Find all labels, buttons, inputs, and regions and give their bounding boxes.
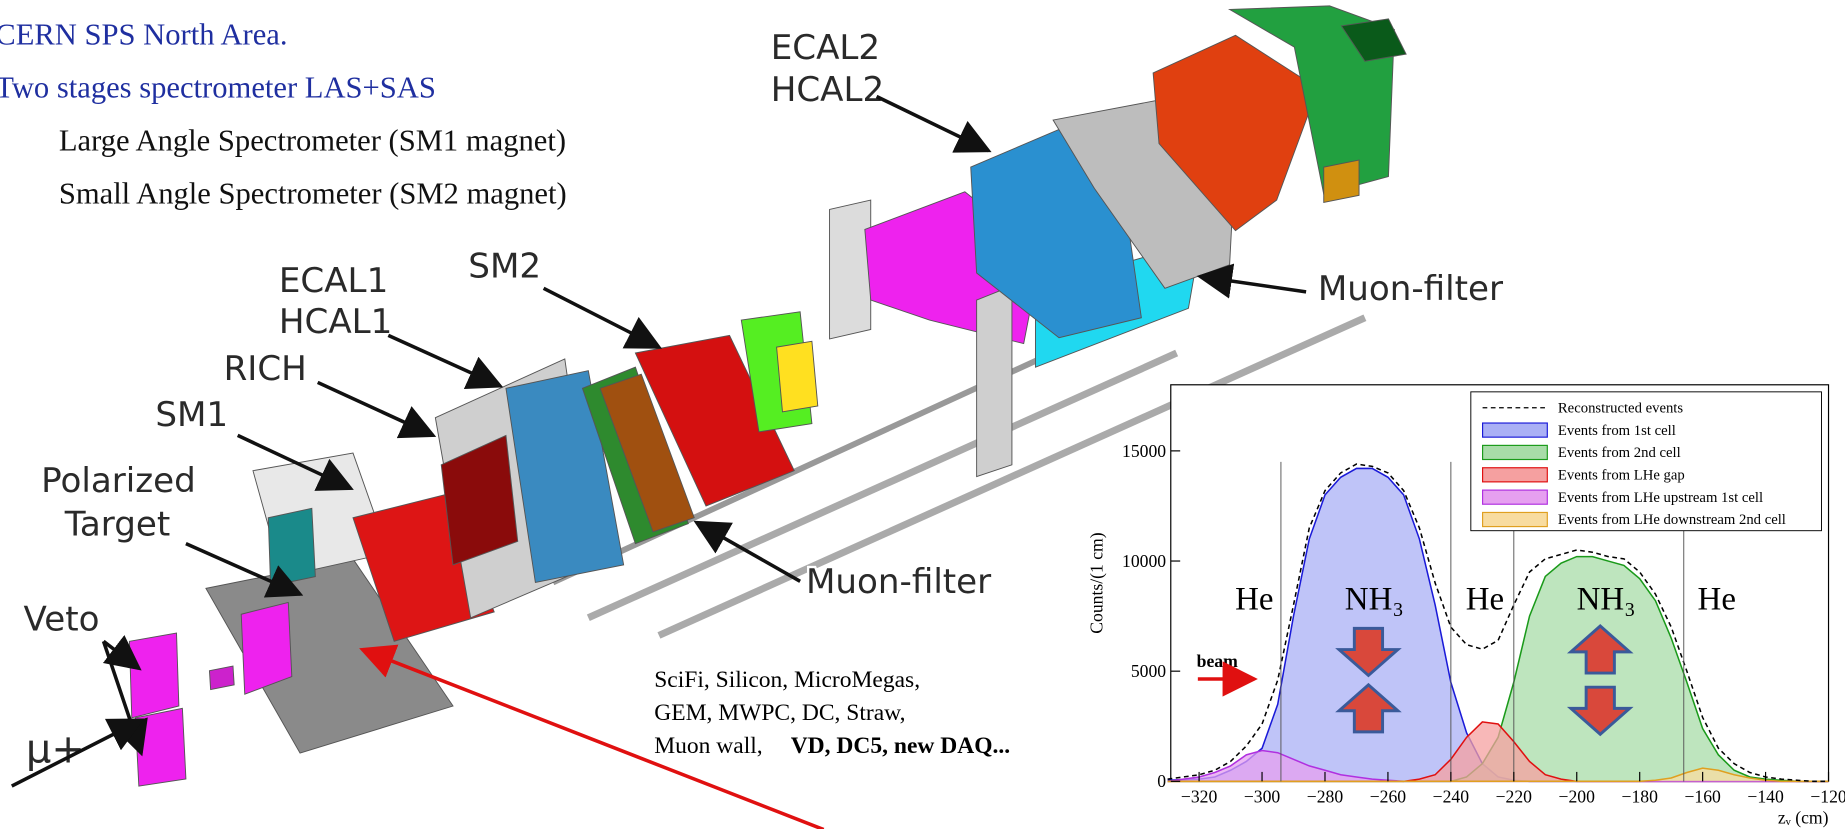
x-axis-label: zᵥ (cm) (1778, 808, 1829, 828)
x-tick-label: −260 (1370, 787, 1407, 807)
label-ecal1: ECAL1 (279, 261, 388, 301)
detector-upgrades: VD, DC5, new DAQ... (791, 733, 1010, 759)
y-tick-label: 10000 (1122, 551, 1166, 571)
legend-swatch (1483, 445, 1548, 459)
legend-label: Reconstructed events (1558, 400, 1683, 416)
y-tick-label: 0 (1157, 771, 1166, 791)
label-muon-filter: Muon-filter (1318, 269, 1504, 309)
page: {"slide": {"lines": ["CERN SPS North Are… (0, 0, 1845, 829)
legend-swatch (1483, 512, 1548, 526)
slide-line: CERN SPS North Area. (0, 18, 288, 52)
region-label: NH₃ (1345, 582, 1404, 618)
vertex-chart: 0 5000 10000 15000 −320 −300 −280 −260 −240 −220 −… (1087, 385, 1845, 828)
label-muon-filter: Muon-filter (806, 562, 992, 602)
y-tick-label: 5000 (1131, 661, 1166, 681)
x-tick-label: −300 (1244, 787, 1281, 807)
x-tick-label: −180 (1622, 787, 1659, 807)
region-label: NH₃ (1577, 582, 1636, 618)
x-tick-label: −160 (1684, 787, 1721, 807)
region-label: He (1466, 582, 1504, 618)
region-label: He (1235, 582, 1273, 618)
label-veto: Veto (24, 600, 100, 640)
label-ecal2: ECAL2 (771, 28, 880, 68)
pointer (877, 97, 989, 151)
legend-label: Events from LHe gap (1558, 468, 1685, 484)
detector-list: Muon wall, (654, 733, 762, 759)
legend-label: Events from LHe downstream 2nd cell (1558, 512, 1786, 528)
x-tick-label: −240 (1433, 787, 1470, 807)
beam-label: beam (1197, 651, 1238, 671)
slide-bullet: Large Angle Spectrometer (SM1 magnet) (59, 124, 566, 158)
detector-list: GEM, MWPC, DC, Straw, (654, 700, 905, 726)
x-tick-label: −120 (1810, 787, 1845, 807)
pointer (544, 288, 659, 347)
slide-line: Two stages spectrometer LAS+SAS (0, 71, 436, 105)
label-sm1: SM1 (155, 395, 228, 435)
pointer (388, 335, 500, 386)
x-tick-label: −220 (1496, 787, 1533, 807)
legend-swatch (1483, 468, 1548, 482)
legend-label: Events from LHe upstream 1st cell (1558, 490, 1763, 506)
x-tick-label: −320 (1181, 787, 1218, 807)
label-hcal2: HCAL2 (771, 70, 885, 110)
label-rich: RICH (224, 349, 307, 389)
label-sm2: SM2 (468, 247, 541, 287)
x-tick-label: −280 (1307, 787, 1344, 807)
y-axis-label: Counts/(1 cm) (1087, 532, 1107, 633)
x-tick-label: −140 (1747, 787, 1784, 807)
slide-bullet: Small Angle Spectrometer (SM2 magnet) (59, 177, 567, 211)
x-tick-label: −200 (1559, 787, 1596, 807)
legend-label: Events from 2nd cell (1558, 445, 1681, 461)
pointer (318, 382, 433, 435)
slide: CERN SPS North Area. Two stages spectrom… (0, 0, 1845, 829)
label-target: Target (64, 504, 171, 544)
legend-swatch (1483, 423, 1548, 437)
pointer (1200, 277, 1306, 292)
legend-label: Events from 1st cell (1558, 423, 1676, 439)
detector-list: SciFi, Silicon, MicroMegas, (654, 667, 920, 693)
region-label: He (1698, 582, 1736, 618)
label-polarized: Polarized (41, 461, 196, 501)
y-tick-label: 15000 (1122, 441, 1166, 461)
label-hcal1: HCAL1 (279, 302, 393, 342)
legend-swatch (1483, 490, 1548, 504)
